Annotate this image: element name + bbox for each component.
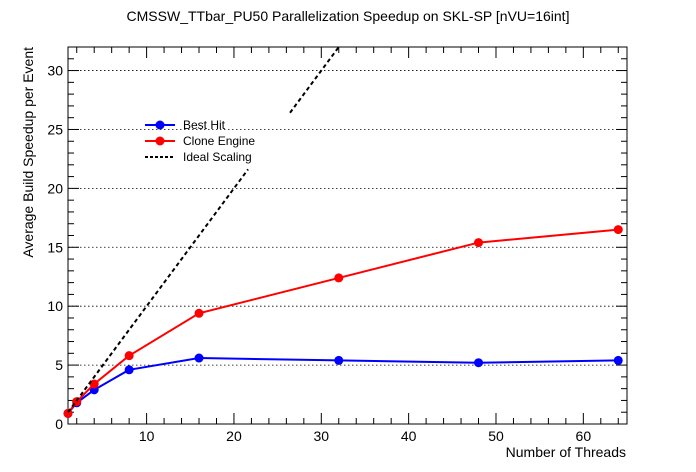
data-point-clone-engine bbox=[474, 238, 484, 248]
x-tick-label-40: 40 bbox=[401, 428, 417, 444]
plot-frame bbox=[67, 46, 628, 425]
y-tick-label-5: 5 bbox=[55, 357, 63, 373]
y-tick-label-15: 15 bbox=[47, 239, 63, 255]
data-point-clone-engine bbox=[89, 379, 99, 389]
y-tick-label-0: 0 bbox=[55, 416, 63, 432]
y-tick-label-25: 25 bbox=[47, 121, 63, 137]
y-tick-label-10: 10 bbox=[47, 298, 63, 314]
x-tick-label-20: 20 bbox=[226, 428, 242, 444]
y-tick-label-20: 20 bbox=[47, 180, 63, 196]
legend-label-clone-engine: Clone Engine bbox=[183, 134, 255, 148]
data-point-best-hit bbox=[474, 358, 484, 368]
series-line-clone-engine bbox=[67, 228, 619, 414]
legend-marker-best-hit bbox=[155, 120, 165, 130]
legend-label-best-hit: Best Hit bbox=[183, 118, 226, 132]
y-tick-label-30: 30 bbox=[47, 63, 63, 79]
legend-marker-clone-engine bbox=[155, 136, 165, 146]
x-tick-label-60: 60 bbox=[576, 428, 592, 444]
x-tick-label-30: 30 bbox=[314, 428, 330, 444]
chart-title: CMSSW_TTbar_PU50 Parallelization Speedup… bbox=[127, 8, 570, 24]
data-point-clone-engine bbox=[124, 351, 134, 361]
series-line-ideal-scaling bbox=[289, 46, 340, 114]
x-axis-label: Number of Threads bbox=[506, 444, 626, 460]
data-point-clone-engine bbox=[63, 408, 73, 418]
series-line-best-hit bbox=[67, 357, 619, 415]
data-point-clone-engine bbox=[613, 225, 623, 235]
data-point-best-hit bbox=[334, 355, 344, 365]
grid-lines bbox=[68, 70, 627, 366]
legend: Best Hit Clone Engine Ideal Scaling bbox=[145, 118, 255, 164]
data-point-clone-engine bbox=[334, 273, 344, 283]
legend-label-ideal-scaling: Ideal Scaling bbox=[183, 150, 252, 164]
data-point-clone-engine bbox=[194, 308, 204, 318]
x-tick-label-10: 10 bbox=[139, 428, 155, 444]
series-group bbox=[63, 46, 623, 418]
data-point-best-hit bbox=[124, 365, 134, 375]
x-tick-label-50: 50 bbox=[488, 428, 504, 444]
axis-ticks: 0 5 10 15 20 25 30 10 20 30 40 50 60 bbox=[47, 46, 627, 444]
y-axis-label: Average Build Speedup per Event bbox=[20, 47, 36, 258]
data-point-best-hit bbox=[194, 353, 204, 363]
data-point-best-hit bbox=[613, 355, 623, 365]
series-line-ideal-scaling bbox=[67, 168, 249, 413]
